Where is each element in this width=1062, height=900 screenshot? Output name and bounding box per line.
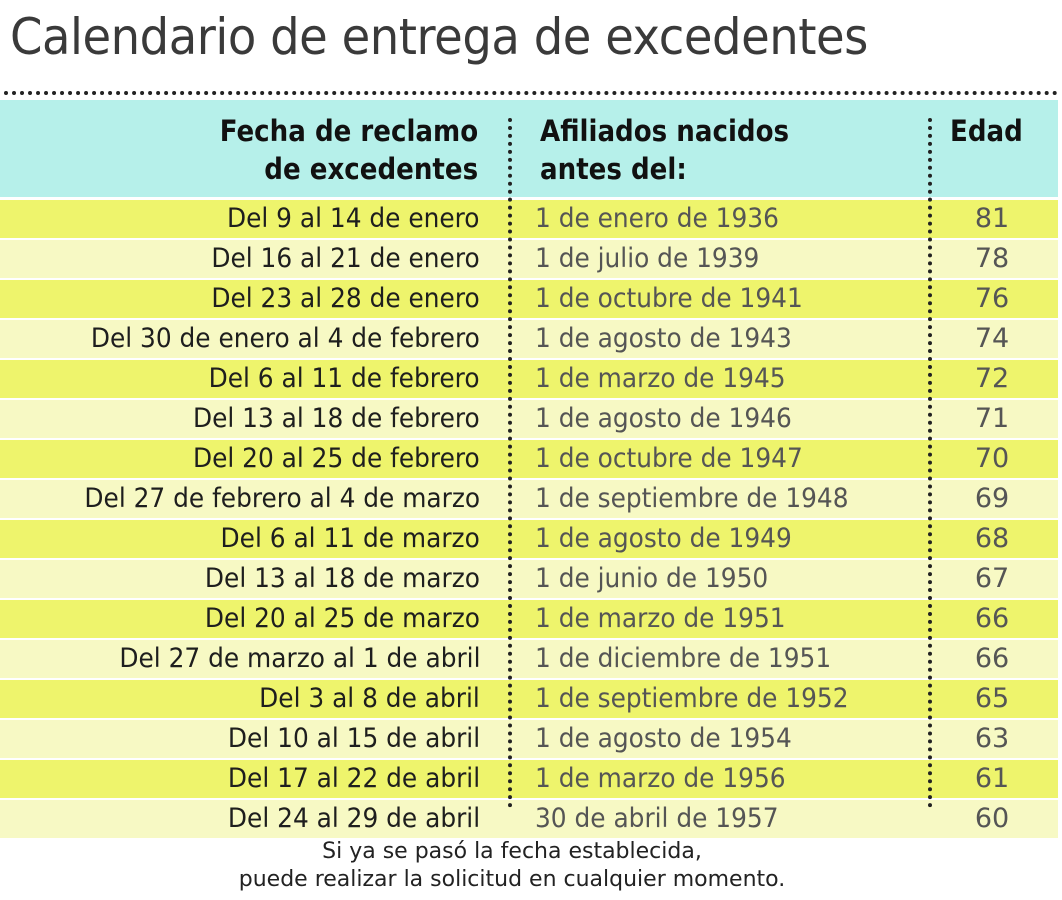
table-row: Del 20 al 25 de marzo 1 de marzo de 1951 6… (0, 600, 1058, 638)
header-fecha-line1: Fecha de reclamo (219, 114, 478, 148)
cell-fecha: Del 13 al 18 de marzo (204, 563, 480, 594)
cell-edad: 72 (974, 363, 1010, 394)
table-row: Del 16 al 21 de enero 1 de julio de 1939 7… (0, 240, 1058, 278)
table-row: Del 6 al 11 de marzo 1 de agosto de 1949 6… (0, 520, 1058, 558)
header-fecha-line2: de excedentes (264, 152, 478, 186)
table-body: Del 9 al 14 de enero 1 de enero de 1936 81… (0, 200, 1058, 840)
cell-edad: 71 (974, 403, 1010, 434)
cell-nacidos: 1 de agosto de 1943 (535, 323, 792, 354)
cell-nacidos: 1 de agosto de 1946 (535, 403, 792, 434)
cell-fecha: Del 9 al 14 de enero (227, 203, 480, 234)
cell-edad: 60 (974, 803, 1010, 834)
header-afiliados-line1: Afiliados nacidos (540, 114, 790, 148)
cell-nacidos: 30 de abril de 1957 (535, 803, 779, 834)
footnote-line1: Si ya se pasó la fecha establecida, (322, 839, 702, 864)
footnote-line2: puede realizar la solicitud en cualquier… (238, 867, 786, 892)
cell-edad: 66 (974, 643, 1010, 674)
cell-edad: 63 (974, 723, 1010, 754)
cell-fecha: Del 30 de enero al 4 de febrero (90, 323, 480, 354)
cell-fecha: Del 20 al 25 de marzo (204, 603, 480, 634)
header-afiliados: Afiliados nacidos antes del: (540, 112, 789, 188)
cell-edad: 67 (974, 563, 1010, 594)
footnote: Si ya se pasó la fecha establecida, pued… (0, 838, 1024, 894)
cell-edad: 61 (974, 763, 1010, 794)
cell-fecha: Del 27 de febrero al 4 de marzo (84, 483, 480, 514)
cell-fecha: Del 23 al 28 de enero (211, 283, 480, 314)
cell-nacidos: 1 de junio de 1950 (535, 563, 769, 594)
table-row: Del 23 al 28 de enero 1 de octubre de 194… (0, 280, 1058, 318)
table-header: Fecha de reclamo de excedentes Afiliados… (0, 100, 1058, 197)
cell-fecha: Del 13 al 18 de febrero (193, 403, 480, 434)
cell-nacidos: 1 de marzo de 1951 (535, 603, 786, 634)
cell-fecha: Del 6 al 11 de marzo (220, 523, 480, 554)
cell-edad: 81 (974, 203, 1010, 234)
column-divider (928, 118, 932, 808)
table-row: Del 24 al 29 de abril 30 de abril de 1957… (0, 800, 1058, 838)
cell-nacidos: 1 de agosto de 1954 (535, 723, 792, 754)
page-title: Calendario de entrega de excedentes (10, 8, 868, 66)
dotted-divider (4, 91, 1058, 95)
header-afiliados-line2: antes del: (540, 152, 687, 186)
table-row: Del 13 al 18 de febrero 1 de agosto de 19… (0, 400, 1058, 438)
header-edad: Edad (950, 114, 1023, 148)
cell-fecha: Del 27 de marzo al 1 de abril (118, 643, 480, 674)
table-row: Del 3 al 8 de abril 1 de septiembre de 19… (0, 680, 1058, 718)
cell-edad: 66 (974, 603, 1010, 634)
table-row: Del 30 de enero al 4 de febrero 1 de agos… (0, 320, 1058, 358)
table-row: Del 27 de marzo al 1 de abril 1 de diciem… (0, 640, 1058, 678)
cell-edad: 74 (974, 323, 1010, 354)
cell-edad: 78 (974, 243, 1010, 274)
table-row: Del 9 al 14 de enero 1 de enero de 1936 81 (0, 200, 1058, 238)
cell-edad: 70 (974, 443, 1010, 474)
cell-nacidos: 1 de septiembre de 1948 (535, 483, 849, 514)
cell-edad: 69 (974, 483, 1010, 514)
cell-nacidos: 1 de marzo de 1945 (535, 363, 786, 394)
header-fecha: Fecha de reclamo de excedentes (220, 112, 478, 188)
table-row: Del 13 al 18 de marzo 1 de junio de 1950 6… (0, 560, 1058, 598)
cell-fecha: Del 20 al 25 de febrero (193, 443, 480, 474)
cell-edad: 68 (974, 523, 1010, 554)
cell-nacidos: 1 de diciembre de 1951 (535, 643, 832, 674)
cell-fecha: Del 16 al 21 de enero (211, 243, 480, 274)
cell-nacidos: 1 de marzo de 1956 (535, 763, 786, 794)
table-row: Del 10 al 15 de abril 1 de agosto de 1954… (0, 720, 1058, 758)
cell-edad: 76 (974, 283, 1010, 314)
table-row: Del 6 al 11 de febrero 1 de marzo de 1945… (0, 360, 1058, 398)
cell-nacidos: 1 de octubre de 1941 (535, 283, 803, 314)
cell-fecha: Del 10 al 15 de abril (227, 723, 480, 754)
cell-fecha: Del 24 al 29 de abril (227, 803, 480, 834)
column-divider (508, 118, 512, 808)
cell-nacidos: 1 de enero de 1936 (535, 203, 779, 234)
cell-fecha: Del 3 al 8 de abril (259, 683, 480, 714)
cell-edad: 65 (974, 683, 1010, 714)
cell-nacidos: 1 de agosto de 1949 (535, 523, 792, 554)
table-row: Del 27 de febrero al 4 de marzo 1 de sept… (0, 480, 1058, 518)
cell-nacidos: 1 de julio de 1939 (535, 243, 760, 274)
cell-nacidos: 1 de octubre de 1947 (535, 443, 803, 474)
cell-nacidos: 1 de septiembre de 1952 (535, 683, 849, 714)
table-row: Del 17 al 22 de abril 1 de marzo de 1956 6… (0, 760, 1058, 798)
cell-fecha: Del 6 al 11 de febrero (209, 363, 480, 394)
table-row: Del 20 al 25 de febrero 1 de octubre de 1… (0, 440, 1058, 478)
cell-fecha: Del 17 al 22 de abril (227, 763, 480, 794)
